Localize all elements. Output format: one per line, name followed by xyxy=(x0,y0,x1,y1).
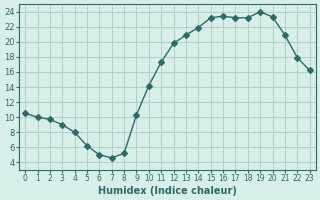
X-axis label: Humidex (Indice chaleur): Humidex (Indice chaleur) xyxy=(98,186,237,196)
